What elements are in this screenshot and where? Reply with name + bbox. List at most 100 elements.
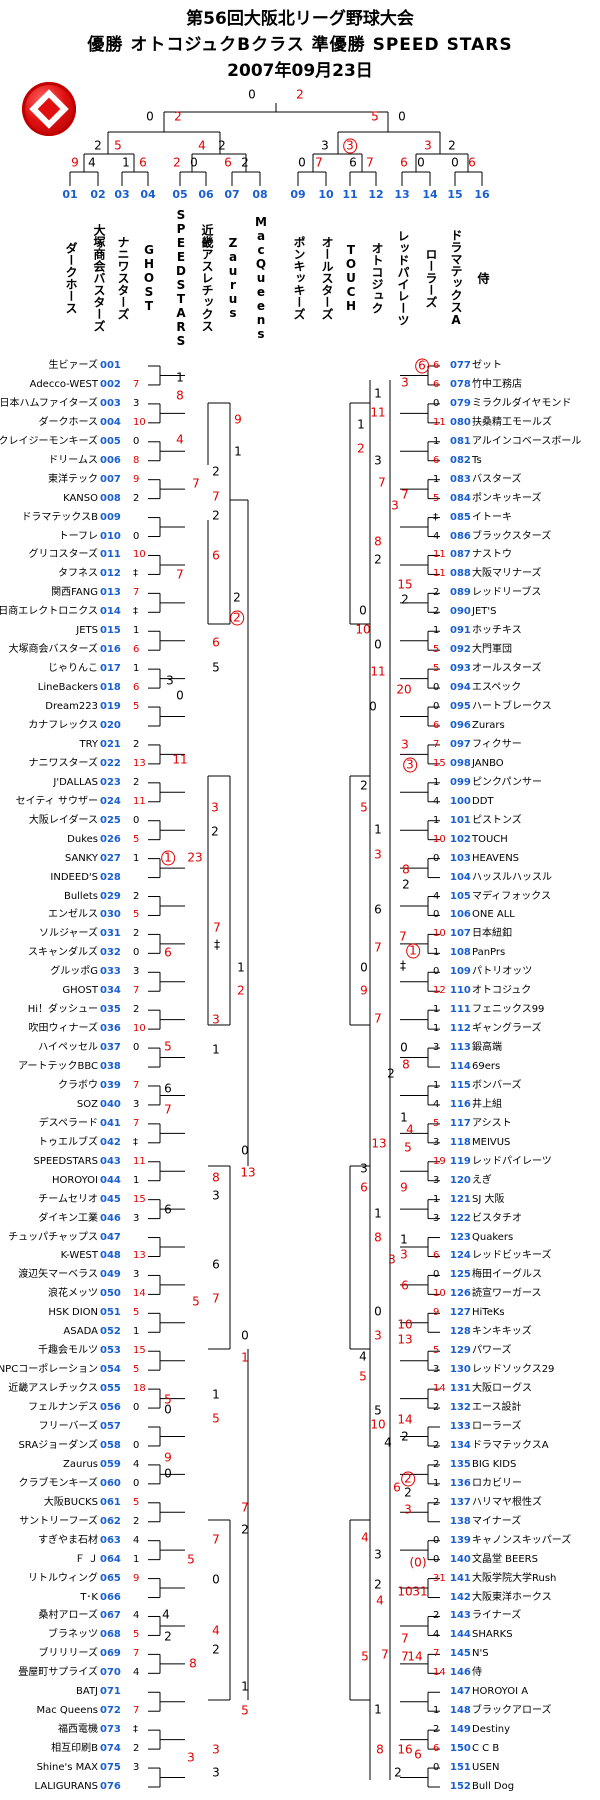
- team-number: 139: [450, 1534, 471, 1546]
- list-item: 0 079 ミラクルダイヤモンド: [400, 397, 600, 411]
- team-number: 12: [368, 188, 384, 201]
- team-name: ダイキン工業: [38, 1212, 98, 1224]
- bracket-score: 1: [400, 1232, 408, 1247]
- team-number: 011: [100, 549, 121, 561]
- bracket-score: 1: [374, 1206, 382, 1221]
- team-number: 056: [100, 1402, 121, 1414]
- team-score: 5: [133, 701, 140, 713]
- list-item: 2 135 BIG KIDS: [400, 1458, 600, 1472]
- bracket-score: 0: [176, 688, 184, 703]
- bracket-score: 7: [176, 567, 184, 582]
- bracket-score: 3: [211, 800, 219, 815]
- team-score: 0: [433, 701, 440, 713]
- team-name: オトコジュク: [472, 985, 532, 997]
- team-score: 5: [133, 833, 140, 845]
- team-name: 畳屋町サプライズ: [18, 1667, 98, 1679]
- bracket-score: 6: [401, 1278, 409, 1293]
- team-name: USEN: [472, 1762, 500, 1774]
- list-item: ナニワスターズ 022 13: [0, 757, 150, 771]
- team-number: 143: [450, 1610, 471, 1622]
- list-item: 吹田ウィナーズ 036 10: [0, 1022, 150, 1036]
- team-number: 008: [100, 492, 121, 504]
- team-score: 10: [133, 416, 146, 428]
- team-name: Dukes: [67, 833, 98, 845]
- bracket-score: 1: [234, 444, 242, 459]
- team-score: 6: [133, 644, 140, 656]
- team-number: 026: [100, 833, 121, 845]
- bracket-score: 3: [321, 138, 329, 153]
- team-name: ドラマテックスA: [472, 1439, 549, 1451]
- team-score: 1: [133, 663, 140, 675]
- team-score: 1: [133, 1326, 140, 1338]
- team-number: 050: [100, 1288, 121, 1300]
- bracket-score: 3: [212, 1765, 220, 1780]
- list-item: 1 112 ギャングラーズ: [400, 1022, 600, 1036]
- team-name: 文晶堂 BEERS: [472, 1553, 538, 1565]
- team-number: 128: [450, 1326, 471, 1338]
- team-score: 5: [433, 492, 440, 504]
- list-item: 1 099 ピンクパンサー: [400, 776, 600, 790]
- list-item: Adecco-WEST 002 7: [0, 378, 150, 392]
- team-number: 086: [450, 530, 471, 542]
- team-score: 3: [433, 1136, 440, 1148]
- list-item: 7 097 フィクサー: [400, 738, 600, 752]
- list-item: 渡辺矢マーベラス 049 3: [0, 1268, 150, 1282]
- team-name: HSK DION: [48, 1307, 98, 1319]
- bracket-score: 5: [360, 800, 368, 815]
- bracket-score: 14: [397, 1412, 413, 1427]
- team-score: 0: [433, 682, 440, 694]
- team-name: 扶桑精工モールズ: [472, 416, 552, 428]
- team-name: JANBO: [472, 757, 504, 769]
- team-score: 5: [433, 663, 440, 675]
- team-name: 福西電機: [58, 1724, 98, 1736]
- list-item: Ｆ Ｊ 064 1: [0, 1553, 150, 1567]
- list-item: 14 131 大阪ローグス: [400, 1382, 600, 1396]
- team-score: 5: [133, 1364, 140, 1376]
- team-number: 048: [100, 1250, 121, 1262]
- team-name: SHARKS: [472, 1629, 513, 1641]
- team-score: 7: [133, 985, 140, 997]
- team-name: トゥエルブズ: [38, 1136, 98, 1148]
- list-item: 0 106 ONE ALL: [400, 908, 600, 922]
- bracket-score: 3: [374, 1328, 382, 1343]
- team-score: 19: [433, 1155, 446, 1167]
- team-number: 025: [100, 814, 121, 826]
- team-name: イトーキ: [472, 511, 512, 523]
- team-score: 7: [433, 1648, 440, 1660]
- team-name: HEAVENS: [472, 852, 520, 864]
- bracket-score: 0: [417, 155, 425, 170]
- team-name: レッドビッキーズ: [472, 1250, 552, 1262]
- team-number: 062: [100, 1515, 121, 1527]
- list-item: 2 090 JET'S: [400, 605, 600, 619]
- bracket-score: 8: [189, 1656, 197, 1671]
- team-name: Bull Dog: [472, 1781, 515, 1792]
- team-score: 2: [433, 1724, 440, 1736]
- list-item: 6 096 Zurars: [400, 719, 600, 733]
- bracket-score: 13: [240, 1165, 256, 1180]
- list-item: 生ビァーズ 001: [0, 359, 150, 373]
- team-score: 14: [133, 1288, 146, 1300]
- team-name: ブラックアローズ: [472, 1705, 552, 1717]
- team-name-vertical: 近畿アスレチックス: [200, 224, 214, 332]
- team-number: 13: [394, 188, 410, 201]
- bracket-score: 7: [315, 155, 323, 170]
- team-number: 144: [450, 1629, 471, 1641]
- team-name: SOZ: [76, 1098, 98, 1110]
- bracket-score: 2: [94, 138, 102, 153]
- bracket-score: 6: [139, 155, 147, 170]
- team-number: 14: [422, 188, 438, 201]
- list-item: 0 151 USEN: [400, 1761, 600, 1775]
- bracket-score: 3: [391, 498, 399, 513]
- bracket-score: 15: [397, 577, 413, 592]
- team-score: 5: [133, 1307, 140, 1319]
- event-date: 2007年09月23日: [227, 61, 373, 81]
- list-item: Dream223 019 5: [0, 700, 150, 714]
- team-name: J'DALLAS: [53, 776, 98, 788]
- list-item: グルッポG 033 3: [0, 965, 150, 979]
- team-score: 3: [433, 1212, 440, 1224]
- team-name: クレイジーモンキーズ: [0, 435, 98, 447]
- team-name: NPCコーポレーション: [0, 1364, 98, 1376]
- league-logo-icon: [22, 82, 76, 136]
- team-name: HOROYOI A: [472, 1686, 529, 1698]
